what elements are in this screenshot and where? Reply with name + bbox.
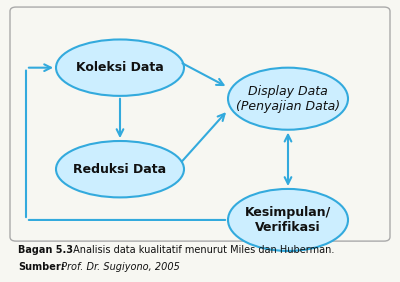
Ellipse shape xyxy=(56,39,184,96)
FancyBboxPatch shape xyxy=(10,7,390,241)
Text: Display Data
(Penyajian Data): Display Data (Penyajian Data) xyxy=(236,85,340,113)
Text: Reduksi Data: Reduksi Data xyxy=(74,163,166,176)
Text: Kesimpulan/
Verifikasi: Kesimpulan/ Verifikasi xyxy=(245,206,331,234)
Ellipse shape xyxy=(228,189,348,251)
Text: Sumber:: Sumber: xyxy=(18,262,65,272)
Text: Koleksi Data: Koleksi Data xyxy=(76,61,164,74)
Text: Bagan 5.3: Bagan 5.3 xyxy=(18,245,73,255)
Ellipse shape xyxy=(228,68,348,130)
Text: Analisis data kualitatif menurut Miles dan Huberman.: Analisis data kualitatif menurut Miles d… xyxy=(70,245,334,255)
Ellipse shape xyxy=(56,141,184,197)
Text: Prof. Dr. Sugiyono, 2005: Prof. Dr. Sugiyono, 2005 xyxy=(58,262,180,272)
